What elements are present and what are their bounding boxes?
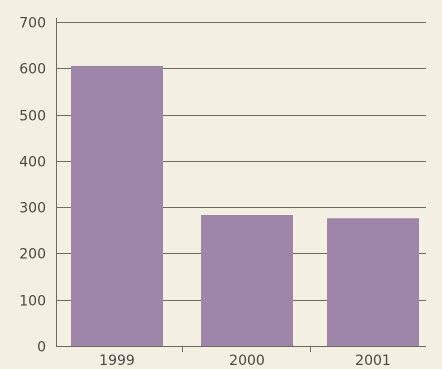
y-tick-label-100: 100: [19, 294, 46, 310]
y-tick-label-700: 700: [19, 16, 46, 32]
y-tick-label-400: 400: [19, 155, 46, 171]
x-tick-label-2000: 2000: [229, 353, 265, 369]
bar-2001: [327, 218, 419, 346]
y-tick-label-500: 500: [19, 109, 46, 125]
y-tick-label-0: 0: [37, 340, 46, 356]
y-tick-label-200: 200: [19, 247, 46, 263]
x-tick-label-2001: 2001: [355, 353, 391, 369]
axis-layer: [56, 18, 426, 352]
bar-2000: [201, 215, 293, 346]
bars-layer: [71, 65, 419, 346]
bar-1999: [71, 65, 163, 346]
y-tick-label-300: 300: [19, 201, 46, 217]
labels-layer: 0 100 200 300 400 500 600 700 1999 2000 2001: [19, 16, 391, 369]
y-tick-label-600: 600: [19, 62, 46, 78]
x-tick-label-1999: 1999: [99, 353, 135, 369]
